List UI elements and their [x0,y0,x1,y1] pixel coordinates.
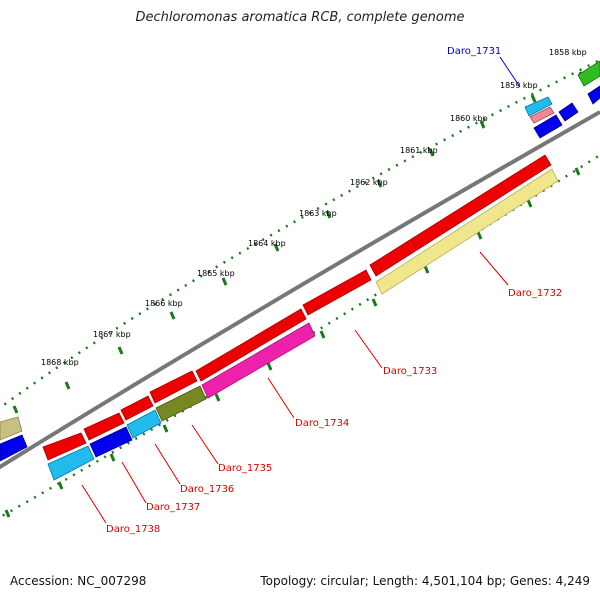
gene-arrow[interactable] [201,322,316,399]
gene-label[interactable]: Daro_1736 [180,484,234,495]
kbp-label: 1864 kbp [248,239,286,248]
gene-arrow[interactable] [0,416,23,441]
gene-arrow[interactable] [533,114,563,139]
reverse-strand-genes [0,168,559,481]
gene-label[interactable]: Daro_1733 [383,366,437,377]
gene-arrow[interactable] [302,269,372,316]
gene-arrow[interactable] [155,385,207,422]
gene-arrow[interactable] [524,96,553,117]
gene-arrow[interactable] [375,168,559,295]
gene-arrow[interactable] [126,409,162,439]
gene-arrow[interactable] [577,60,600,87]
kbp-label: 1865 kbp [197,269,235,278]
gene-arrow[interactable] [195,308,307,382]
gene-arrow[interactable] [558,102,579,122]
gene-label[interactable]: Daro_1737 [146,502,200,513]
kbp-label: 1861 kbp [400,146,438,155]
outer-major-ticks [12,71,585,414]
accession-text: Accession: NC_007298 [10,574,147,588]
gene-arrow[interactable] [0,434,28,462]
kbp-label: 1863 kbp [299,209,337,218]
outer-tick-ring [0,58,600,410]
label-leader-lines [81,56,521,524]
gene-label[interactable]: Daro_1738 [106,524,160,535]
gene-arrow[interactable] [83,412,125,441]
inner-major-ticks [4,167,581,518]
gene-arrow[interactable] [587,85,600,105]
kbp-label: 1860 kbp [450,114,488,123]
kbp-label: 1862 kbp [350,178,388,187]
genome-backbone [0,110,600,470]
gene-arrow[interactable] [369,154,552,277]
gene-label[interactable]: Daro_1731 [447,46,501,57]
gene-label[interactable]: Daro_1734 [295,418,349,429]
kbp-label: 1868 kbp [41,358,79,367]
gene-arrow[interactable] [149,370,198,404]
map-title: Dechloromonas aromatica RCB, complete ge… [135,10,465,25]
kbp-label: 1867 kbp [93,330,131,339]
gene-label[interactable]: Daro_1735 [218,463,272,474]
kbp-label: 1866 kbp [145,299,183,308]
gene-arrow[interactable] [529,106,555,124]
gene-arrow[interactable] [89,426,133,458]
gene-arrow[interactable] [47,445,95,481]
gene-arrow[interactable] [120,395,154,421]
forward-strand-genes [42,60,600,461]
gene-arrow[interactable] [42,432,87,461]
kbp-label: 1858 kbp [549,48,587,57]
gene-label[interactable]: Daro_1732 [508,288,562,299]
genome-summary-text: Topology: circular; Length: 4,501,104 bp… [260,574,590,588]
